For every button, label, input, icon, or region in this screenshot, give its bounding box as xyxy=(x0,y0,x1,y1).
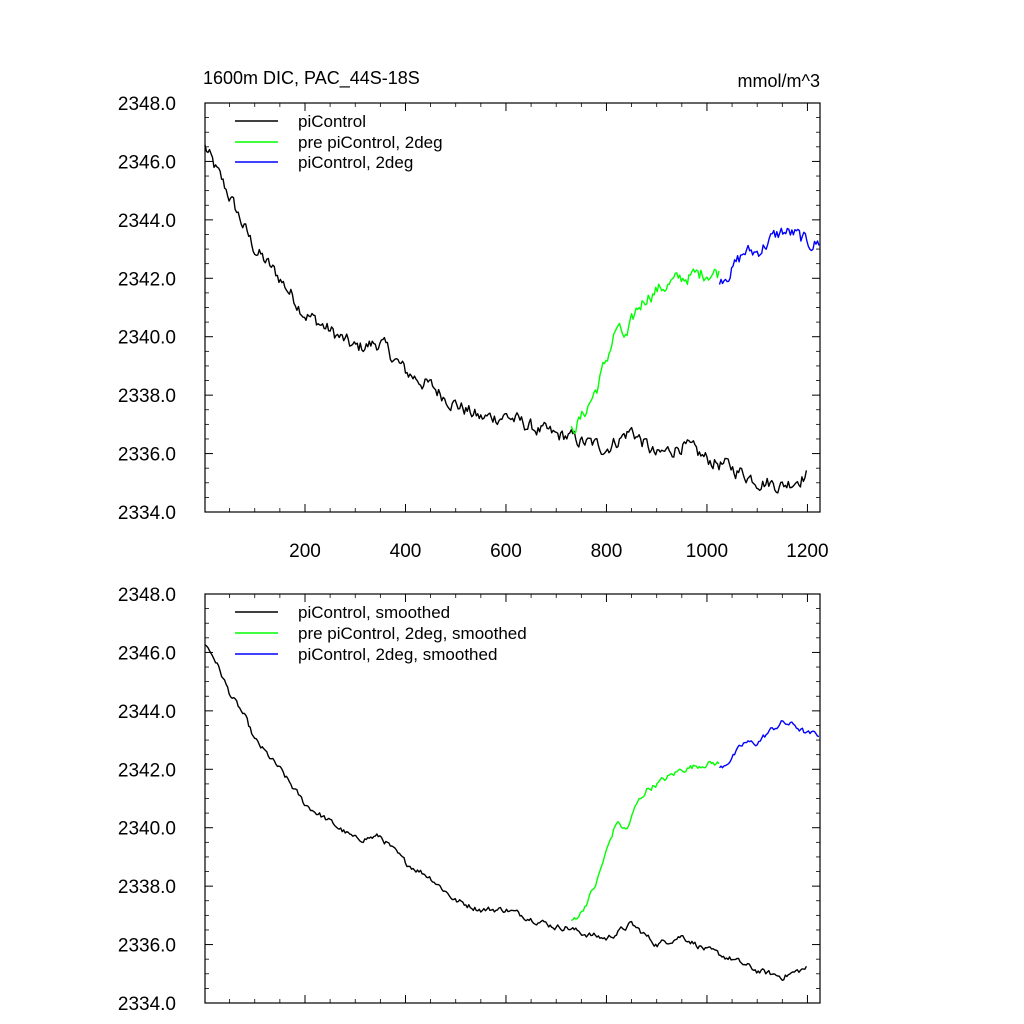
top-series-group xyxy=(204,144,820,494)
bottom-ytick-label-2336: 2336.0 xyxy=(118,936,176,957)
top-series-pre-picontrol-2deg xyxy=(570,268,720,434)
bottom-legend: piControl, smoothed pre piControl, 2deg,… xyxy=(235,603,527,664)
top-ytick-label-2348: 2348.0 xyxy=(118,94,176,115)
top-axes-group: 2334.0 2336.0 2338.0 2340.0 2342.0 2344.0 2346… xyxy=(118,94,829,562)
top-ytick-label-2340: 2340.0 xyxy=(118,328,176,349)
bottom-series-group xyxy=(204,644,820,981)
figure-title: 1600m DIC, PAC_44S-18S xyxy=(203,68,420,89)
bottom-legend-label-picontrol-smoothed: piControl, smoothed xyxy=(298,603,450,622)
top-ytick-label-2342: 2342.0 xyxy=(118,269,176,290)
bottom-ytick-label-2342: 2342.0 xyxy=(118,760,176,781)
bottom-legend-label-pre-picontrol-2deg-smoothed: pre piControl, 2deg, smoothed xyxy=(298,624,527,643)
top-ytick-label-2346: 2346.0 xyxy=(118,152,176,173)
top-legend: piControl pre piControl, 2deg piControl,… xyxy=(235,112,443,172)
top-legend-label-picontrol: piControl xyxy=(298,112,366,131)
bottom-ytick-label-2346: 2346.0 xyxy=(118,643,176,664)
figure-units: mmol/m^3 xyxy=(738,71,820,91)
top-ytick-label-2334: 2334.0 xyxy=(118,503,176,524)
top-ytick-label-2336: 2336.0 xyxy=(118,445,176,466)
top-xtick-label-600: 600 xyxy=(490,541,522,562)
bottom-series-picontrol-smoothed xyxy=(204,644,808,981)
top-legend-label-picontrol-2deg: piControl, 2deg xyxy=(298,153,413,172)
bottom-series-pre-picontrol-2deg-smoothed xyxy=(571,760,720,922)
bottom-axes-group: 2334.0 2336.0 2338.0 2340.0 2342.0 2344.0 2346… xyxy=(118,585,821,1015)
top-xtick-label-1200: 1200 xyxy=(786,541,828,562)
bottom-panel: 2334.0 2336.0 2338.0 2340.0 2342.0 2344.0 2346… xyxy=(118,585,821,1015)
top-xtick-label-1000: 1000 xyxy=(686,541,728,562)
top-xtick-label-800: 800 xyxy=(591,541,623,562)
top-ytick-label-2344: 2344.0 xyxy=(118,211,176,232)
top-xtick-label-400: 400 xyxy=(390,541,422,562)
bottom-ytick-label-2348: 2348.0 xyxy=(118,585,176,606)
bottom-ytick-label-2338: 2338.0 xyxy=(118,877,176,898)
top-xtick-label-200: 200 xyxy=(289,541,321,562)
bottom-ytick-label-2334: 2334.0 xyxy=(118,994,176,1015)
bottom-ytick-label-2344: 2344.0 xyxy=(118,702,176,723)
bottom-series-picontrol-2deg-smoothed xyxy=(718,720,820,769)
top-series-picontrol xyxy=(204,144,808,494)
bottom-ytick-label-2340: 2340.0 xyxy=(118,819,176,840)
bottom-legend-label-picontrol-2deg-smoothed: piControl, 2deg, smoothed xyxy=(298,645,497,664)
top-legend-label-pre-picontrol-2deg: pre piControl, 2deg xyxy=(298,133,443,152)
top-panel: 2334.0 2336.0 2338.0 2340.0 2342.0 2344.0 2346… xyxy=(118,94,829,562)
top-series-picontrol-2deg xyxy=(718,227,820,285)
top-ytick-label-2338: 2338.0 xyxy=(118,386,176,407)
